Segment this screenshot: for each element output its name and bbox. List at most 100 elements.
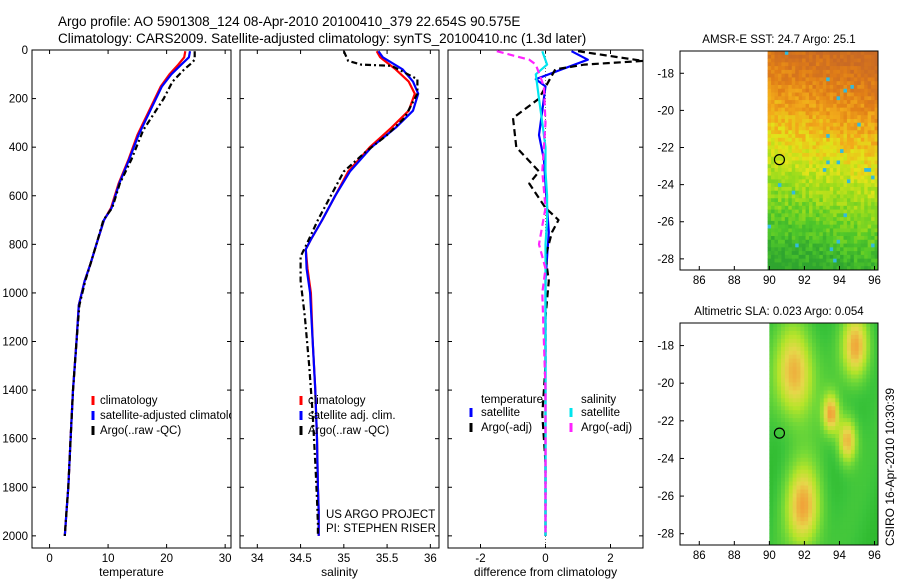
sst-cell [798, 220, 803, 226]
sst-cell [795, 103, 800, 109]
sst-cell [798, 175, 803, 180]
sla-cell [773, 354, 778, 360]
sla-cell [846, 346, 852, 352]
sla-cell [827, 354, 832, 360]
sla-cell [815, 350, 821, 356]
sst-cell [805, 164, 810, 169]
sla-cell [831, 418, 836, 423]
sst-cell [815, 236, 820, 241]
sla-cell [819, 342, 825, 348]
sst-cell [874, 145, 879, 150]
sla-cell [781, 449, 786, 455]
sla-cell [773, 394, 778, 399]
sla-cell [866, 505, 871, 510]
sla-cell [819, 426, 825, 431]
sst-cell [795, 247, 800, 252]
sst-cell [836, 111, 841, 116]
sst-cell [781, 77, 786, 82]
sst-cell [860, 168, 865, 173]
sla-cell [831, 362, 836, 367]
sla-cell [827, 394, 832, 399]
sla-cell [812, 509, 817, 514]
sst-cell [867, 160, 872, 165]
sst-cell [833, 118, 837, 124]
sst-cell [826, 84, 831, 90]
sst-cell [829, 266, 834, 271]
sst-cell [864, 134, 869, 139]
sst-cell [781, 232, 786, 237]
sst-cell [777, 115, 782, 120]
sst-cell [812, 81, 817, 86]
sst-cell [826, 126, 831, 131]
sla-cell [788, 445, 794, 451]
sst-cell [853, 77, 858, 82]
sla-cell [843, 497, 848, 502]
sla-cell [870, 402, 875, 407]
sla-cell [812, 489, 817, 494]
sst-cell [822, 156, 827, 161]
sst-cell [833, 152, 837, 158]
sst-cell [836, 213, 841, 218]
sst-cell [871, 202, 875, 207]
sst-cell [850, 137, 855, 143]
sst-cell [781, 217, 786, 222]
sst-cell [836, 243, 841, 248]
sst-cell [853, 228, 858, 233]
sla-cell [800, 426, 805, 431]
sst-cell [819, 258, 824, 263]
sla-cell [854, 342, 859, 348]
sst-cell [822, 236, 827, 241]
sst-cell [795, 92, 800, 97]
sst-xtick-label-0: 86 [693, 275, 706, 287]
sst-cell [802, 213, 806, 218]
sla-cell [846, 521, 852, 526]
sst-cell [829, 179, 834, 184]
sst-cell [850, 145, 855, 150]
sla-cell [773, 513, 778, 518]
sla-cell [831, 358, 836, 364]
sst-cell [788, 141, 793, 146]
sst-cell [840, 194, 844, 199]
sla-cell [781, 362, 786, 367]
sst-cell [819, 262, 824, 267]
sla-cell [843, 465, 848, 471]
sla-cell [804, 469, 809, 475]
sla-cell [823, 505, 828, 510]
sla-cell [835, 366, 840, 371]
sst-cell [771, 220, 775, 226]
sst-cell [802, 239, 806, 244]
sla-cell [792, 453, 797, 459]
sst-cell [774, 224, 779, 229]
sst-cell [774, 54, 779, 59]
sst-cell [798, 168, 803, 173]
sla-cell [850, 350, 856, 356]
sst-cell [798, 160, 803, 165]
sst-cell [771, 62, 775, 67]
sst-cell [781, 118, 786, 124]
sla-cell [781, 418, 786, 423]
sst-cell [777, 126, 782, 131]
sst-cell [826, 73, 831, 78]
sla-cell [808, 541, 813, 546]
sla-cell [792, 541, 797, 546]
sla-cell [804, 370, 809, 375]
sst-cell [850, 54, 855, 59]
sst-cell [874, 209, 879, 214]
sst-cell [846, 190, 851, 195]
sla-cell [808, 437, 813, 443]
sla-cell [850, 418, 856, 423]
sst-cell [843, 88, 848, 93]
sst-cell [829, 69, 834, 75]
sla-cell [866, 493, 871, 498]
sst-cell [840, 183, 844, 188]
sst-cell [802, 137, 806, 143]
sst-cell [867, 190, 872, 195]
sst-cell [871, 81, 875, 86]
sla-cell [831, 398, 836, 403]
sst-cell [771, 126, 775, 131]
sst-cell [857, 69, 862, 75]
sla-cell [823, 437, 828, 443]
sla-cell [866, 402, 871, 407]
sla-cell [858, 362, 863, 367]
sla-cell [812, 453, 817, 459]
